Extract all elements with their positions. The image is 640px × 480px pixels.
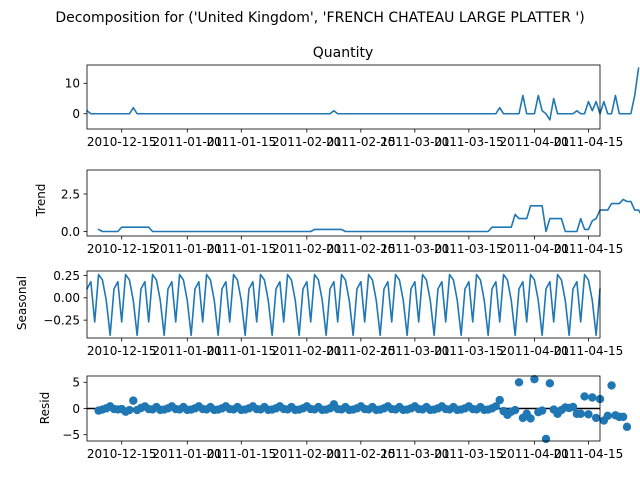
- observed-ytick-label: 0: [72, 107, 80, 121]
- observed-xtick-label: 2011-01-15: [206, 135, 276, 149]
- seasonal-xtick-label: 2011-04-01: [500, 344, 570, 358]
- resid-xtick-label: 2011-01-01: [152, 447, 222, 461]
- resid-point: [622, 422, 632, 432]
- resid-point: [530, 374, 539, 384]
- resid-point: [510, 405, 520, 415]
- resid-point: [125, 405, 134, 415]
- resid-point: [576, 409, 585, 418]
- resid-point: [526, 414, 535, 423]
- seasonal-ylabel: Seasonal: [15, 276, 29, 330]
- trend-panel: Trend 0.0 2.5 2010-12-152011-01-012011-01-…: [34, 169, 640, 256]
- seasonal-xtick-label: 2011-02-01: [272, 344, 342, 358]
- trend-ytick-label: 2.5: [61, 187, 80, 201]
- resid-xtick-label: 2011-02-15: [326, 447, 396, 461]
- seasonal-axes-frame: [86, 270, 601, 339]
- resid-ylabel: Resid: [38, 392, 52, 424]
- trend-xtick-label: 2011-01-01: [152, 242, 222, 256]
- resid-xtick-label: 2011-04-15: [554, 447, 624, 461]
- trend-ytick-label: 0.0: [61, 225, 80, 239]
- trend-xtick-label: 2011-03-01: [380, 242, 450, 256]
- resid-point: [545, 379, 555, 388]
- resid-xtick-label: 2011-01-15: [206, 447, 276, 461]
- trend-xtick-label: 2011-03-15: [434, 242, 504, 256]
- observed-xtick-label: 2011-01-01: [152, 135, 222, 149]
- trend-series-line: [97, 198, 640, 233]
- observed-xtick-label: 2011-04-01: [500, 135, 570, 149]
- resid-ytick-label: 0: [72, 402, 80, 416]
- resid-point: [537, 406, 547, 415]
- seasonal-xtick-label: 2011-03-15: [434, 344, 504, 358]
- seasonal-series-line: [86, 273, 601, 337]
- seasonal-ytick-label: 0.00: [53, 291, 80, 305]
- resid-point: [129, 396, 138, 405]
- resid-point: [607, 381, 616, 390]
- observed-xtick-label: 2011-04-15: [554, 135, 624, 149]
- observed-panel: Quantity 0 10 2010-12-152011-01-012011-01-…: [65, 45, 640, 149]
- seasonal-xtick-label: 2011-02-15: [326, 344, 396, 358]
- seasonal-xtick-label: 2011-01-15: [206, 344, 276, 358]
- observed-series-line: [86, 67, 640, 121]
- observed-ytick-label: 10: [65, 77, 80, 91]
- resid-point: [491, 402, 501, 411]
- seasonal-xtick-label: 2011-01-01: [152, 344, 222, 358]
- trend-xtick-label: 2011-04-01: [500, 242, 570, 256]
- resid-point: [495, 395, 504, 405]
- seasonal-xtick-label: 2011-04-15: [554, 344, 624, 358]
- observed-axes-frame: [86, 64, 601, 130]
- seasonal-ytick-label: −0.25: [43, 313, 80, 327]
- observed-xtick-label: 2011-03-15: [434, 135, 504, 149]
- observed-xtick-label: 2010-12-15: [87, 135, 157, 149]
- trend-xtick-label: 2011-02-15: [326, 242, 396, 256]
- seasonal-xtick-label: 2010-12-15: [87, 344, 157, 358]
- resid-point: [514, 378, 524, 387]
- resid-xtick-label: 2011-03-01: [380, 447, 450, 461]
- trend-ylabel: Trend: [34, 184, 48, 218]
- resid-xtick-label: 2011-03-15: [434, 447, 504, 461]
- trend-axes-frame: [86, 169, 601, 237]
- observed-xtick-label: 2011-02-15: [326, 135, 396, 149]
- trend-xtick-label: 2011-01-15: [206, 242, 276, 256]
- resid-point: [618, 412, 628, 422]
- seasonal-ytick-label: 0.25: [53, 269, 80, 283]
- resid-point: [603, 411, 612, 421]
- resid-point: [591, 413, 601, 423]
- trend-xtick-label: 2011-04-15: [554, 242, 624, 256]
- observed-xtick-label: 2011-03-01: [380, 135, 450, 149]
- observed-panel-title: Quantity: [313, 45, 374, 61]
- seasonal-xtick-label: 2011-03-01: [380, 344, 450, 358]
- resid-xtick-label: 2011-02-01: [272, 447, 342, 461]
- resid-point: [580, 392, 589, 401]
- observed-xtick-label: 2011-02-01: [272, 135, 342, 149]
- figure-title: Decomposition for ('United Kingdom', 'FR…: [55, 10, 584, 26]
- resid-panel: Resid 5 0 −5 2010-12-152011-01-012011-01-15…: [38, 374, 632, 461]
- resid-ytick-label: 5: [72, 376, 80, 390]
- resid-xtick-label: 2011-04-01: [500, 447, 570, 461]
- trend-xtick-label: 2010-12-15: [87, 242, 157, 256]
- resid-point: [584, 410, 593, 419]
- resid-point: [588, 393, 597, 402]
- resid-point: [541, 434, 551, 444]
- resid-xtick-label: 2010-12-15: [87, 447, 157, 461]
- resid-point: [568, 402, 578, 412]
- resid-ytick-label: −5: [62, 428, 80, 442]
- trend-xtick-label: 2011-02-01: [272, 242, 342, 256]
- seasonal-panel: Seasonal 0.250.00−0.252010-12-152011-01-…: [15, 269, 623, 358]
